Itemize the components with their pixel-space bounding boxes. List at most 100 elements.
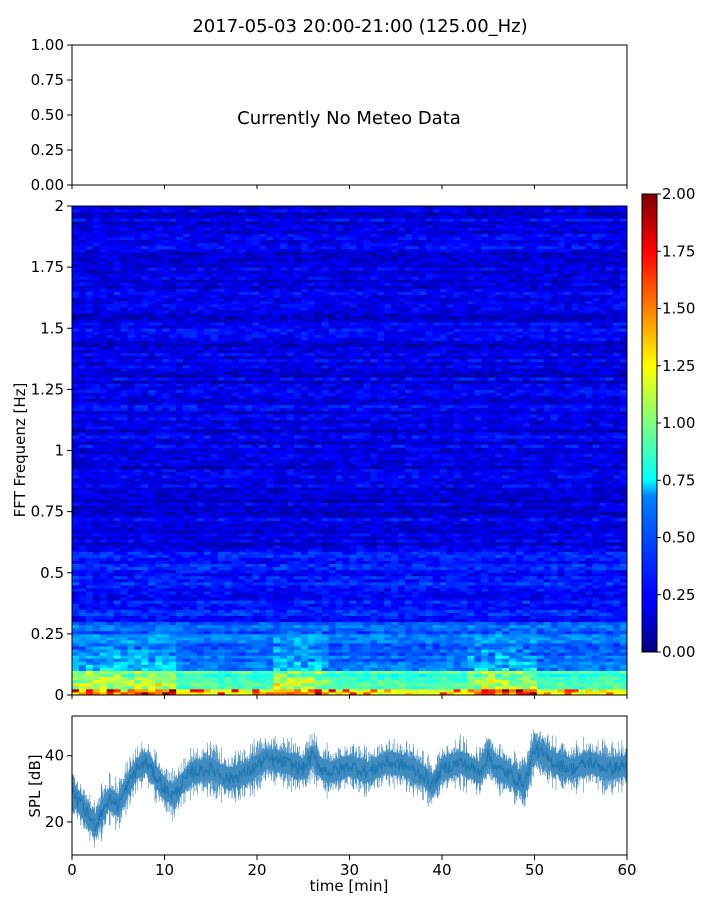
heatmap-cell bbox=[148, 349, 156, 354]
heatmap-cell bbox=[245, 459, 253, 464]
heatmap-cell bbox=[155, 649, 163, 653]
heatmap-cell bbox=[106, 429, 115, 433]
heatmap-cell bbox=[266, 529, 274, 534]
heatmap-cell bbox=[148, 346, 156, 351]
heatmap-cell bbox=[189, 377, 198, 381]
heatmap-cell bbox=[280, 267, 288, 271]
heatmap-cell bbox=[134, 566, 142, 571]
heatmap-cell bbox=[189, 542, 198, 546]
heatmap-cell bbox=[162, 468, 170, 473]
heatmap-cell bbox=[189, 520, 198, 525]
heatmap-cell bbox=[162, 612, 170, 616]
heatmap-cell bbox=[203, 416, 212, 421]
heatmap-cell bbox=[217, 316, 226, 320]
heatmap-cell bbox=[134, 588, 142, 592]
heatmap-cell bbox=[148, 465, 156, 470]
heatmap-cell bbox=[78, 493, 87, 497]
heatmap-cell bbox=[169, 441, 177, 445]
heatmap-cell bbox=[169, 257, 177, 262]
heatmap-cell bbox=[78, 309, 87, 314]
heatmap-cell bbox=[141, 337, 149, 341]
heatmap-cell bbox=[176, 499, 184, 503]
heatmap-cell bbox=[176, 688, 184, 693]
heatmap-cell bbox=[259, 621, 267, 626]
heatmap-cell bbox=[252, 649, 260, 653]
heatmap-cell bbox=[231, 450, 239, 454]
heatmap-cell bbox=[245, 230, 253, 234]
heatmap-cell bbox=[183, 688, 191, 693]
heatmap-cell bbox=[72, 221, 80, 225]
heatmap-cell bbox=[280, 422, 288, 427]
heatmap-cell bbox=[217, 352, 226, 357]
heatmap-cell bbox=[259, 545, 267, 549]
heatmap-cell bbox=[231, 355, 239, 360]
heatmap-cell bbox=[127, 456, 135, 461]
heatmap-cell bbox=[120, 276, 128, 280]
heatmap-cell bbox=[120, 630, 128, 635]
heatmap-cell bbox=[252, 487, 260, 491]
heatmap-cell bbox=[217, 212, 226, 216]
heatmap-cell bbox=[155, 539, 163, 543]
heatmap-cell bbox=[280, 364, 288, 369]
heatmap-cell bbox=[196, 658, 205, 662]
heatmap-cell bbox=[148, 374, 156, 378]
heatmap-cell bbox=[99, 670, 108, 675]
heatmap-cell bbox=[120, 584, 128, 589]
heatmap-cell bbox=[252, 432, 260, 436]
heatmap-cell bbox=[238, 505, 246, 509]
heatmap-cell bbox=[273, 410, 281, 415]
heatmap-cell bbox=[203, 612, 212, 616]
heatmap-cell bbox=[183, 459, 191, 464]
heatmap-cell bbox=[78, 233, 87, 237]
heatmap-cell bbox=[120, 511, 128, 516]
heatmap-cell bbox=[134, 511, 142, 516]
heatmap-cell bbox=[259, 435, 267, 439]
heatmap-cell bbox=[92, 664, 101, 668]
heatmap-cell bbox=[120, 627, 128, 632]
heatmap-cell bbox=[99, 404, 108, 409]
heatmap-cell bbox=[141, 209, 149, 213]
heatmap-cell bbox=[259, 438, 267, 442]
heatmap-cell bbox=[113, 312, 121, 317]
heatmap-cell bbox=[217, 303, 226, 308]
heatmap-cell bbox=[203, 245, 212, 250]
heatmap-cell bbox=[99, 294, 108, 299]
heatmap-cell bbox=[78, 450, 87, 454]
heatmap-cell bbox=[280, 419, 288, 424]
heatmap-cell bbox=[106, 603, 115, 607]
heatmap-cell bbox=[259, 517, 267, 522]
heatmap-cell bbox=[210, 416, 219, 421]
heatmap-cell bbox=[155, 386, 163, 390]
heatmap-cell bbox=[141, 636, 149, 641]
heatmap-cell bbox=[245, 364, 253, 369]
heatmap-cell bbox=[238, 664, 246, 668]
heatmap-cell bbox=[259, 523, 267, 528]
heatmap-cell bbox=[92, 422, 101, 427]
heatmap-cell bbox=[155, 600, 163, 604]
heatmap-cell bbox=[134, 548, 142, 552]
heatmap-cell bbox=[92, 502, 101, 506]
heatmap-cell bbox=[148, 282, 156, 286]
heatmap-cell bbox=[113, 508, 121, 513]
heatmap-cell bbox=[78, 670, 87, 675]
heatmap-cell bbox=[169, 462, 177, 467]
heatmap-cell bbox=[148, 410, 156, 415]
heatmap-cell bbox=[203, 306, 212, 311]
heatmap-cell bbox=[189, 224, 198, 228]
heatmap-cell bbox=[99, 248, 108, 253]
heatmap-cell bbox=[134, 331, 142, 335]
heatmap-cell bbox=[189, 478, 198, 482]
heatmap-cell bbox=[113, 319, 121, 323]
heatmap-cell bbox=[259, 661, 267, 665]
heatmap-cell bbox=[224, 603, 232, 607]
heatmap-cell bbox=[224, 667, 232, 671]
heatmap-cell bbox=[92, 340, 101, 344]
heatmap-cell bbox=[203, 441, 212, 445]
heatmap-cell bbox=[141, 429, 149, 433]
heatmap-cell bbox=[252, 639, 260, 644]
heatmap-cell bbox=[141, 514, 149, 519]
heatmap-cell bbox=[238, 273, 246, 277]
heatmap-cell bbox=[280, 578, 288, 583]
heatmap-cell bbox=[155, 212, 163, 216]
heatmap-cell bbox=[162, 502, 170, 506]
